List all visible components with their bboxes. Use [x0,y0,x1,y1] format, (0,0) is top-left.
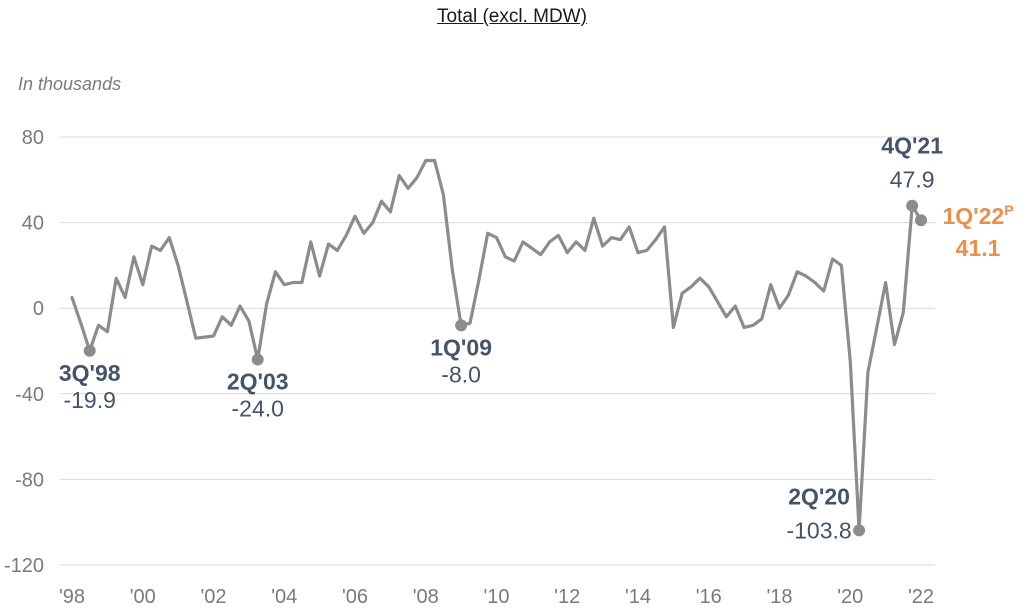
data-point-marker [915,214,927,227]
annotation-period-label: 4Q'21 [881,133,943,159]
annotation-value-label: -8.0 [441,361,481,387]
chart-title: Total (excl. MDW) [437,6,587,27]
annotation-value-label: 47.9 [890,167,935,193]
y-tick-label: 80 [22,127,44,149]
x-tick-label: '08 [413,586,439,608]
series-path [70,158,923,532]
annotation-period-label: 2Q'20 [788,483,850,509]
x-tick-label: '02 [200,586,226,608]
annotation-value-label: -19.9 [63,387,115,413]
y-tick-label: 0 [33,298,44,320]
x-tick-label: '18 [766,586,792,608]
y-tick-label: -120 [4,555,44,577]
x-tick-label: '20 [837,586,863,608]
annotation-period-label: 1Q'09 [430,334,492,360]
x-tick-label: '06 [342,586,368,608]
data-point-marker [455,319,468,332]
x-tick-label: '04 [271,586,297,608]
y-tick-label: 40 [22,213,44,235]
preliminary-superscript: P [1004,202,1013,218]
x-axis-ticks: '98 '00 '02 '04 '06 '08 '10 '12 '14 '16 '18 '20 '22 [59,586,934,608]
x-tick-label: '98 [59,586,85,608]
x-tick-label: '22 [908,586,934,608]
x-tick-label: '16 [696,586,722,608]
data-point-marker [83,344,96,357]
gridlines [60,136,935,566]
annotation-period-label: 3Q'98 [59,360,121,386]
y-tick-label: -40 [15,384,44,406]
x-tick-label: '00 [130,586,156,608]
annotation-value-label: -103.8 [786,517,851,543]
y-tick-label: -80 [15,469,44,491]
annotation-period-label: 2Q'03 [227,369,289,395]
annotation-value-label: 41.1 [956,235,1001,261]
x-tick-label: '12 [554,586,580,608]
x-tick-label: '14 [625,586,651,608]
annotations: 3Q'98-19.9 2Q'03-24.0 1Q'09-8.0 2Q'20 -103.8… [59,133,1014,544]
annotation-period-label: 1Q'22P [942,202,1013,229]
y-axis-ticks: 80 40 0 -40 -80 -120 [4,127,44,577]
data-point-marker [251,353,264,366]
data-point-marker [906,199,919,212]
unit-label: In thousands [18,74,122,94]
x-tick-label: '10 [483,586,509,608]
series-line [70,158,923,532]
annotation-value-label: -24.0 [232,396,284,422]
data-point-marker [853,524,866,537]
